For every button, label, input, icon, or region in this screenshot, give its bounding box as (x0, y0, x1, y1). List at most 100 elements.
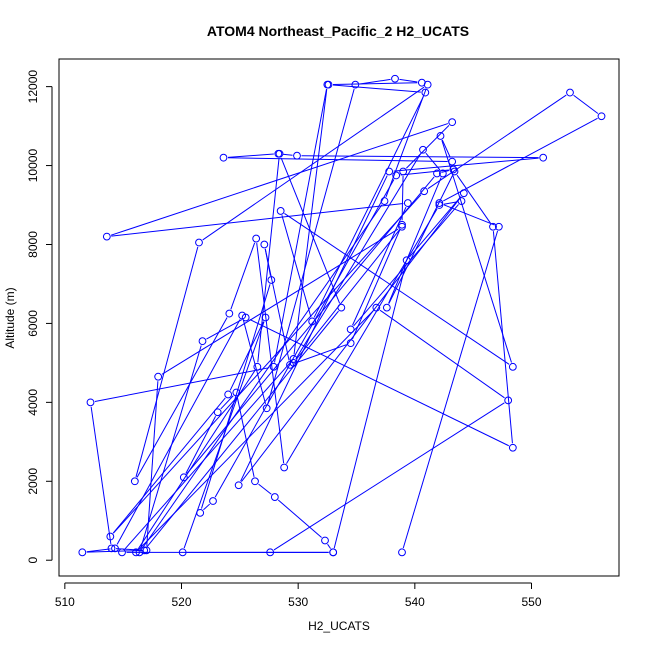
y-tick-label: 12000 (26, 70, 40, 104)
data-point (438, 169, 447, 178)
series-segment (236, 396, 255, 477)
series-segment (281, 215, 312, 318)
series-segment (393, 157, 539, 172)
series-segment (409, 196, 462, 258)
data-point (78, 548, 87, 557)
data-point (324, 80, 333, 89)
chart-title: ATOM4 Northeast_Pacific_2 H2_UCATS (207, 23, 469, 39)
x-axis: 510 520 530 540 550 (55, 582, 542, 609)
data-point (597, 112, 606, 121)
data-point (251, 477, 259, 486)
series-segment (401, 175, 404, 221)
data-point (179, 473, 188, 482)
series-segment (282, 153, 293, 156)
series-segment (202, 86, 425, 241)
data-point (346, 339, 355, 348)
data-point (380, 197, 389, 205)
plot-frame (58, 58, 620, 577)
data-point (241, 313, 250, 322)
data-point (457, 197, 466, 205)
series-segment (443, 204, 495, 226)
data-point (293, 151, 301, 160)
series-segment (203, 503, 211, 511)
data-point (433, 169, 441, 178)
data-point (435, 201, 444, 209)
series-segment (220, 395, 234, 410)
series-segment (456, 174, 491, 224)
series-segment (443, 201, 458, 205)
series-segment (256, 242, 285, 464)
series-segment (227, 153, 274, 158)
y-tick-label: 0 (26, 557, 40, 564)
series-segment (214, 179, 395, 498)
data-point (489, 222, 497, 231)
series-segment (333, 264, 407, 549)
series-lines (86, 78, 599, 553)
data-point (423, 80, 432, 89)
series-segment (379, 309, 505, 399)
x-tick-label: 510 (55, 595, 75, 609)
series-segment (293, 89, 328, 355)
series-segment (229, 321, 264, 391)
y-tick-label: 8000 (26, 231, 40, 258)
y-axis-label: Altitude (m) (3, 287, 17, 348)
series-segment (112, 194, 422, 534)
series-segment (277, 499, 322, 538)
data-point (274, 149, 283, 158)
data-point (111, 544, 119, 553)
data-point (232, 388, 241, 397)
series-segment (492, 231, 513, 444)
data-point (459, 189, 468, 198)
series-segment (441, 140, 512, 363)
series-segment (183, 321, 265, 549)
series-segment (352, 206, 407, 326)
series-segment (388, 177, 442, 304)
data-point (449, 165, 458, 174)
data-point (321, 536, 329, 545)
series-segment (399, 78, 418, 83)
data-point (508, 443, 517, 452)
data-point (398, 220, 406, 229)
series-segment (284, 213, 510, 365)
data-point (508, 362, 517, 371)
x-tick-label: 550 (521, 595, 541, 609)
data-point (262, 404, 271, 413)
data-point (494, 222, 503, 231)
data-point (267, 276, 276, 284)
data-point (224, 390, 233, 399)
series-segment (425, 152, 441, 171)
series-segment (353, 204, 459, 327)
series-segment (327, 543, 332, 549)
series-segment (115, 548, 140, 551)
data-point (252, 234, 261, 243)
series-segment (273, 402, 505, 551)
series-segment (138, 370, 256, 549)
series-segment (230, 242, 256, 310)
series-segment (146, 381, 159, 546)
data-point (225, 309, 234, 318)
series-segment (112, 397, 226, 534)
series-segment (573, 94, 599, 114)
data-point (276, 207, 285, 215)
data-point (448, 118, 457, 127)
series-segment (138, 310, 374, 550)
data-point (198, 337, 207, 346)
data-point (398, 222, 406, 231)
series-segment (295, 153, 422, 360)
series-segment (351, 228, 401, 340)
series-segment (385, 88, 427, 198)
data-point (270, 493, 279, 501)
y-tick-label: 6000 (26, 310, 40, 337)
data-point (391, 74, 399, 83)
data-point (154, 372, 163, 381)
y-tick-label: 10000 (26, 149, 40, 183)
series-segment (301, 155, 539, 159)
series-segment (286, 208, 438, 464)
series-segment (141, 204, 383, 549)
data-point (234, 481, 243, 490)
data-point (382, 303, 391, 312)
series-segment (294, 344, 347, 364)
y-tick-label: 4000 (26, 389, 40, 416)
data-point (398, 548, 406, 557)
